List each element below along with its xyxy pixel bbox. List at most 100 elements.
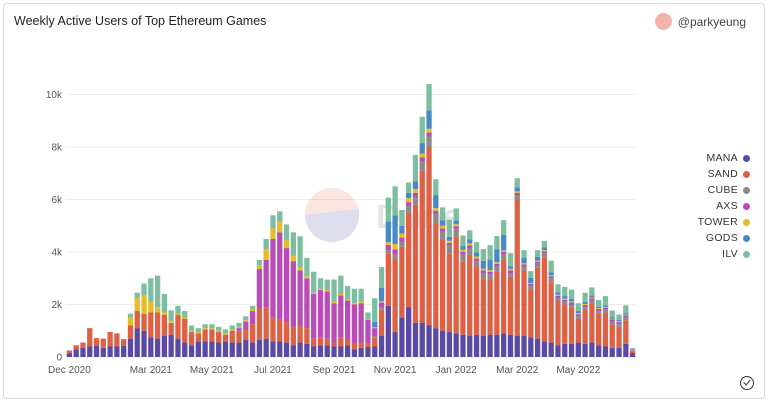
bar-segment-ilv[interactable] [372, 298, 378, 322]
bar-segment-tower[interactable] [385, 242, 391, 245]
bar-segment-axs[interactable] [358, 303, 364, 343]
bar-segment-cube[interactable] [453, 228, 459, 237]
bar-segment-tower[interactable] [602, 306, 609, 308]
bar-segment-sand[interactable] [602, 312, 609, 347]
bar-segment-gods[interactable] [378, 287, 385, 302]
bar-segment-ilv[interactable] [467, 230, 473, 240]
bar-segment-tower[interactable] [209, 328, 215, 330]
bar-segment-sand[interactable] [514, 199, 520, 337]
bar-segment-axs[interactable] [344, 300, 351, 340]
bar-segment-sand[interactable] [473, 266, 480, 335]
bar-segment-ilv[interactable] [222, 329, 229, 334]
bar-segment-sand[interactable] [460, 261, 466, 335]
bar-segment-axs[interactable] [460, 252, 466, 255]
bar-segment-gods[interactable] [412, 181, 419, 190]
bar-segment-cube[interactable] [609, 321, 615, 325]
bar-segment-axs[interactable] [623, 315, 629, 318]
bar-segment-mana[interactable] [202, 341, 208, 357]
bar-segment-ilv[interactable] [473, 242, 480, 253]
bar-segment-mana[interactable] [216, 342, 222, 357]
bar-segment-ilv[interactable] [521, 250, 527, 259]
bar-segment-tower[interactable] [541, 250, 548, 252]
bar-segment-sand[interactable] [331, 342, 337, 347]
bar-segment-mana[interactable] [575, 342, 581, 357]
bar-segment-ilv[interactable] [351, 288, 358, 304]
bar-segment-sand[interactable] [80, 342, 86, 348]
bar-segment-mana[interactable] [175, 338, 181, 358]
bar-segment-gods[interactable] [541, 247, 548, 251]
bar-segment-cube[interactable] [589, 300, 595, 304]
bar-segment-cube[interactable] [487, 274, 493, 280]
legend-item-axs[interactable]: AXS [672, 198, 750, 214]
bar-segment-mana[interactable] [589, 342, 595, 357]
bar-segment-axs[interactable] [311, 294, 317, 339]
bar-segment-mana[interactable] [66, 353, 73, 357]
bar-segment-sand[interactable] [507, 276, 514, 335]
bar-segment-sand[interactable] [182, 318, 188, 343]
bar-segment-ilv[interactable] [182, 311, 188, 318]
bar-segment-gods[interactable] [473, 252, 480, 257]
bar-segment-mana[interactable] [412, 322, 419, 358]
bar-segment-axs[interactable] [392, 249, 398, 255]
bar-segment-sand[interactable] [216, 332, 222, 343]
bar-segment-mana[interactable] [541, 341, 548, 357]
bar-segment-sand[interactable] [154, 312, 161, 339]
bar-segment-tower[interactable] [148, 301, 154, 313]
bar-segment-mana[interactable] [548, 342, 554, 357]
bar-segment-tower[interactable] [568, 301, 575, 303]
bar-segment-gods[interactable] [453, 220, 459, 225]
bar-segment-mana[interactable] [439, 330, 446, 357]
bar-segment-ilv[interactable] [175, 305, 181, 314]
legend-item-ilv[interactable]: ILV [672, 246, 750, 262]
bar-segment-tower[interactable] [589, 297, 595, 299]
bar-segment-tower[interactable] [134, 297, 140, 312]
bar-segment-tower[interactable] [127, 317, 134, 326]
bar-segment-axs[interactable] [243, 321, 249, 330]
bar-segment-ilv[interactable] [562, 286, 568, 297]
bar-segment-ilv[interactable] [263, 238, 269, 250]
bar-segment-ilv[interactable] [202, 324, 208, 329]
bar-segment-ilv[interactable] [487, 245, 493, 260]
bar-segment-cube[interactable] [378, 307, 385, 310]
bar-segment-ilv[interactable] [494, 235, 500, 250]
bar-segment-axs[interactable] [575, 314, 581, 317]
bar-segment-sand[interactable] [541, 257, 548, 342]
bar-segment-cube[interactable] [399, 241, 405, 247]
bar-segment-ilv[interactable] [534, 250, 541, 257]
bar-segment-tower[interactable] [331, 301, 337, 304]
bar-segment-tower[interactable] [216, 330, 222, 333]
bar-segment-tower[interactable] [297, 267, 303, 271]
bar-segment-tower[interactable] [609, 318, 615, 320]
bar-segment-mana[interactable] [148, 337, 154, 357]
legend-item-mana[interactable]: MANA [672, 150, 750, 166]
bar-segment-axs[interactable] [494, 263, 500, 267]
bar-segment-tower[interactable] [311, 292, 317, 294]
bar-segment-ilv[interactable] [378, 266, 385, 288]
bar-segment-tower[interactable] [473, 256, 480, 259]
bar-segment-ilv[interactable] [209, 324, 215, 329]
bar-segment-sand[interactable] [358, 342, 364, 348]
bar-segment-gods[interactable] [609, 317, 615, 319]
bar-segment-ilv[interactable] [589, 287, 595, 296]
bar-segment-ilv[interactable] [283, 224, 290, 241]
bar-segment-ilv[interactable] [433, 179, 439, 196]
bar-segment-mana[interactable] [419, 322, 425, 358]
bar-segment-ilv[interactable] [541, 240, 548, 248]
bar-segment-gods[interactable] [562, 296, 568, 299]
bar-segment-tower[interactable] [501, 250, 507, 252]
bar-segment-ilv[interactable] [616, 314, 622, 320]
bar-segment-sand[interactable] [609, 324, 615, 348]
bar-segment-mana[interactable] [629, 353, 636, 357]
bar-segment-sand[interactable] [548, 282, 554, 343]
bar-segment-sand[interactable] [372, 337, 378, 347]
bar-segment-axs[interactable] [453, 226, 459, 229]
bar-segment-cube[interactable] [616, 324, 622, 327]
bar-segment-ilv[interactable] [358, 288, 364, 302]
bar-segment-axs[interactable] [378, 302, 385, 308]
bar-segment-mana[interactable] [406, 307, 412, 358]
bar-segment-sand[interactable] [243, 329, 249, 340]
bar-segment-tower[interactable] [154, 307, 161, 313]
bar-segment-sand[interactable] [378, 309, 385, 336]
bar-segment-cube[interactable] [541, 253, 548, 258]
bar-segment-axs[interactable] [406, 202, 412, 207]
